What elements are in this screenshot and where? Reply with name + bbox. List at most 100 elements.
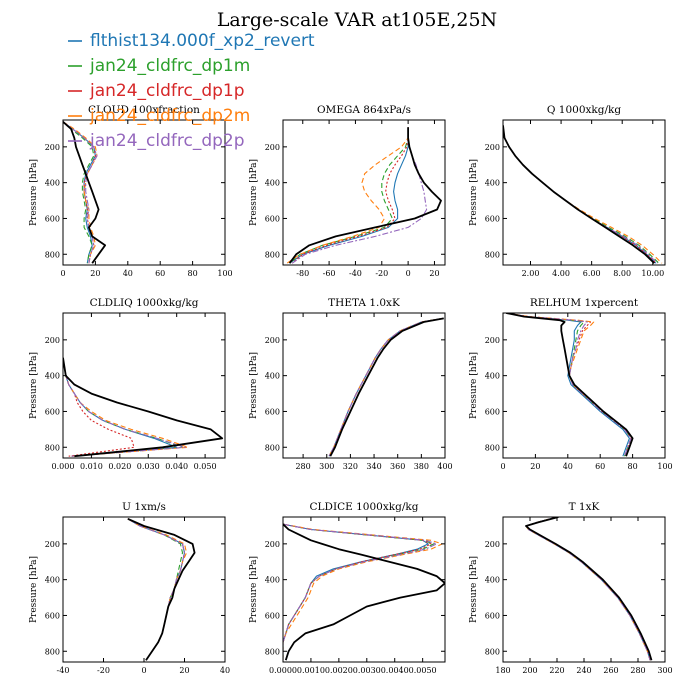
series-line-black bbox=[329, 317, 444, 457]
figure-title: Large-scale VAR at105E,25N bbox=[217, 9, 497, 31]
x-tick-label: 100 bbox=[217, 269, 232, 278]
plot-frame bbox=[62, 516, 226, 663]
y-tick-label: 200 bbox=[45, 336, 60, 345]
plot-frame bbox=[502, 119, 666, 266]
series-group bbox=[506, 313, 634, 457]
x-tick-label: 180 bbox=[495, 666, 510, 675]
x-tick-label: 0.010 bbox=[80, 462, 103, 471]
series-line-3 bbox=[283, 523, 432, 661]
x-tick-label: 280 bbox=[295, 462, 310, 471]
x-tick-label: 0.040 bbox=[165, 462, 188, 471]
x-tick-label: 0.020 bbox=[108, 462, 131, 471]
x-tick-label: 300 bbox=[319, 462, 334, 471]
series-line-4 bbox=[506, 313, 634, 457]
panel-title: CLOUD 100xfraction bbox=[88, 104, 200, 116]
series-line-3 bbox=[291, 127, 409, 264]
x-tick-label: 20 bbox=[179, 666, 189, 675]
x-tick-label: -20 bbox=[375, 269, 388, 278]
y-tick-label: 400 bbox=[485, 576, 500, 585]
series-line-4 bbox=[63, 357, 189, 457]
series-line-3 bbox=[506, 313, 632, 457]
legend-label: jan24_cldfrc_dp2p bbox=[89, 131, 245, 151]
y-tick-label: 200 bbox=[45, 143, 60, 152]
legend-item-2: jan24_cldfrc_dp1m bbox=[68, 56, 250, 76]
x-tick-label: 40 bbox=[563, 462, 573, 471]
y-tick-label: 600 bbox=[485, 407, 500, 416]
y-axis-label: Pressure [hPa] bbox=[29, 556, 39, 623]
x-tick-label: 0.0050 bbox=[409, 666, 437, 675]
y-tick-label: 400 bbox=[265, 372, 280, 381]
plot-frame bbox=[282, 312, 446, 459]
x-tick-label: -40 bbox=[57, 666, 70, 675]
legend-item-4: jan24_cldfrc_dp2m bbox=[68, 106, 250, 126]
y-tick-label: 600 bbox=[45, 407, 60, 416]
x-tick-label: 0 bbox=[500, 462, 505, 471]
y-tick-label: 800 bbox=[45, 647, 60, 656]
panel-title: CLDICE 1000xkg/kg bbox=[310, 501, 419, 513]
series-line-black bbox=[63, 357, 224, 458]
y-axis-label: Pressure [hPa] bbox=[29, 352, 39, 419]
x-tick-label: 0.0040 bbox=[381, 666, 409, 675]
y-tick-label: 200 bbox=[265, 336, 280, 345]
panel-title: CLDLIQ 1000xkg/kg bbox=[90, 297, 199, 309]
x-tick-label: 60 bbox=[595, 462, 605, 471]
x-tick-label: -80 bbox=[296, 269, 309, 278]
series-line-4 bbox=[63, 121, 98, 264]
x-tick-label: 340 bbox=[366, 462, 381, 471]
y-tick-label: 400 bbox=[45, 576, 60, 585]
legend-label: flthist134.000f_xp2_revert bbox=[90, 31, 315, 51]
y-axis-label: Pressure [hPa] bbox=[469, 556, 479, 623]
series-line-2 bbox=[328, 317, 443, 457]
y-tick-label: 200 bbox=[485, 540, 500, 549]
y-tick-label: 800 bbox=[485, 647, 500, 656]
x-tick-label: -60 bbox=[323, 269, 336, 278]
x-tick-label: 0.0020 bbox=[325, 666, 353, 675]
series-line-3 bbox=[63, 357, 135, 457]
x-tick-label: 20 bbox=[429, 269, 439, 278]
panel-5: THETA 1.0xK 280 300 320 340 360 380 400 200 400 60… bbox=[249, 297, 453, 471]
x-tick-label: 0.0000 bbox=[269, 666, 297, 675]
x-tick-label: 260 bbox=[603, 666, 618, 675]
y-tick-label: 200 bbox=[485, 336, 500, 345]
legend: flthist134.000f_xp2_revert jan24_cldfrc_d… bbox=[68, 31, 315, 151]
series-line-black bbox=[503, 125, 655, 264]
panel-title: Q 1000xkg/kg bbox=[547, 104, 622, 116]
series-group bbox=[328, 317, 444, 457]
y-tick-label: 400 bbox=[265, 179, 280, 188]
series-line-1 bbox=[328, 317, 443, 457]
plot-frame bbox=[282, 516, 446, 663]
panel-title: U 1xm/s bbox=[122, 501, 166, 513]
legend-label: jan24_cldfrc_dp2m bbox=[89, 106, 250, 126]
y-axis-label: Pressure [hPa] bbox=[249, 159, 259, 226]
series-line-5 bbox=[283, 523, 438, 661]
plot-frame bbox=[62, 312, 226, 459]
x-tick-label: 200 bbox=[522, 666, 537, 675]
panel-4: CLDLIQ 1000xkg/kg 0.000 0.010 0.020 0.030 0.0… bbox=[29, 297, 226, 471]
y-tick-label: 200 bbox=[485, 143, 500, 152]
y-tick-label: 600 bbox=[485, 214, 500, 223]
y-tick-label: 600 bbox=[45, 611, 60, 620]
x-tick-label: 40 bbox=[220, 666, 230, 675]
panel-8: CLDICE 1000xkg/kg 0.0000 0.0010 0.0020 0.003… bbox=[249, 501, 446, 675]
series-line-5 bbox=[328, 317, 443, 457]
y-tick-label: 400 bbox=[485, 179, 500, 188]
x-tick-label: 0.0010 bbox=[297, 666, 325, 675]
x-tick-label: 80 bbox=[188, 269, 198, 278]
plot-frame bbox=[62, 119, 226, 266]
series-line-black bbox=[288, 127, 442, 264]
series-line-5 bbox=[503, 125, 658, 264]
series-line-4 bbox=[127, 518, 188, 661]
x-tick-label: 0 bbox=[141, 666, 146, 675]
series-line-4 bbox=[283, 523, 443, 661]
panel-9: T 1xK 180 200 220 240 260 280 300 200 400 600 800 Pr… bbox=[469, 501, 673, 675]
series-line-black bbox=[283, 523, 445, 661]
legend-item-3: jan24_cldfrc_dp1p bbox=[68, 81, 245, 101]
series-line-3 bbox=[328, 317, 443, 457]
y-tick-label: 200 bbox=[265, 540, 280, 549]
x-tick-label: 0 bbox=[60, 269, 65, 278]
plot-frame bbox=[282, 119, 446, 266]
x-tick-label: 360 bbox=[390, 462, 405, 471]
x-tick-label: 80 bbox=[628, 462, 638, 471]
